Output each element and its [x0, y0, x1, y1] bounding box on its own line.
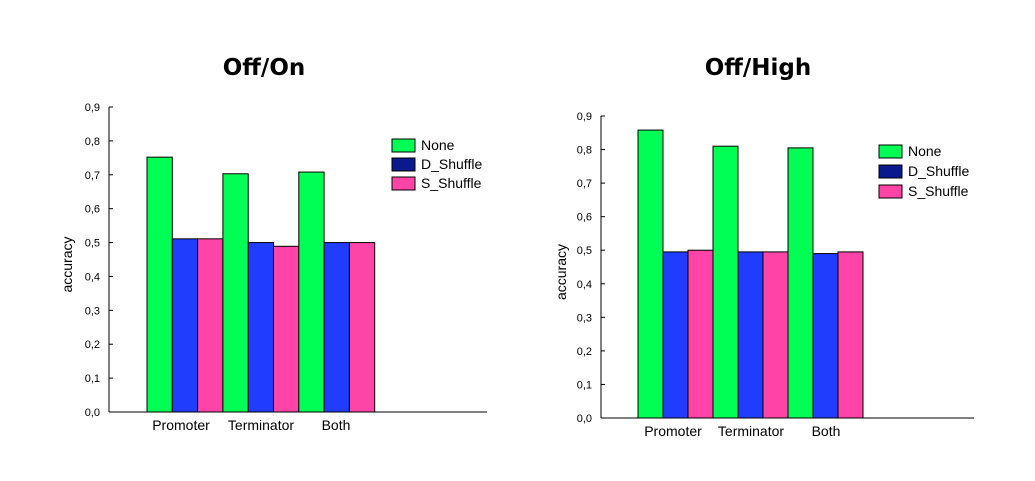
legend-label: D_Shuffle	[908, 163, 969, 179]
legend-label: S_Shuffle	[908, 183, 969, 199]
y-tick-label: 0,4	[577, 279, 592, 291]
y-tick-label: 0,5	[577, 245, 592, 257]
x-category-label: Both	[812, 423, 841, 439]
bar-s-shuffle-promoter	[687, 249, 714, 419]
legend-label: D_Shuffle	[421, 156, 482, 172]
bar-none-promoter	[637, 129, 664, 419]
bar-d-shuffle-both	[812, 253, 839, 419]
x-category-label: Terminator	[718, 423, 784, 439]
bar-none-both	[298, 171, 325, 413]
y-tick-label: 0,5	[85, 238, 100, 250]
chart-off-high: Off/High 0,0 0,1 0,2 0,3 0,4 0,5 0,6 0,7 0,8 0,9 ac…	[553, 55, 974, 439]
bar-d-shuffle-both	[323, 242, 350, 413]
y-tick-label: 0,6	[577, 212, 592, 224]
bar-none-both	[787, 147, 814, 419]
x-category-label: Promoter	[644, 423, 702, 439]
legend-label: S_Shuffle	[421, 175, 482, 191]
y-tick-label: 0,3	[85, 305, 100, 317]
chart-off-on: Off/On 0,0 0,1 0,2 0,3 0,4 0,5 0,6 0,7 0,8 0,9 accu…	[59, 55, 487, 433]
y-tick-label: 0,8	[577, 145, 592, 157]
y-axis-label: accuracy	[59, 236, 75, 292]
y-tick-label: 0,2	[85, 339, 100, 351]
legend-label: None	[421, 137, 455, 153]
x-category-label: Terminator	[228, 417, 294, 433]
bar-s-shuffle-terminator	[762, 251, 789, 419]
y-tick-label: 0,7	[577, 178, 592, 190]
bar-none-terminator	[712, 145, 739, 419]
y-tick-label: 0,0	[85, 407, 100, 419]
bar-s-shuffle-promoter	[197, 238, 224, 413]
bar-none-promoter	[146, 156, 173, 413]
chart-title: Off/High	[705, 55, 812, 81]
x-category-label: Both	[322, 417, 351, 433]
y-tick-label: 0,7	[85, 170, 100, 182]
legend-swatch	[391, 176, 416, 191]
y-tick-label: 0,4	[85, 271, 100, 283]
y-tick-label: 0,9	[577, 111, 592, 123]
bar-d-shuffle-terminator	[247, 242, 274, 413]
bar-s-shuffle-terminator	[273, 245, 300, 413]
x-category-label: Promoter	[152, 417, 210, 433]
y-tick-label: 0,2	[577, 346, 592, 358]
chart-title: Off/On	[223, 55, 306, 81]
bar-d-shuffle-promoter	[171, 238, 199, 413]
y-tick-label: 0,1	[577, 379, 592, 391]
y-tick-label: 0,1	[85, 373, 100, 385]
legend-swatch	[878, 164, 903, 179]
bar-s-shuffle-both	[348, 242, 376, 413]
bar-none-terminator	[222, 173, 249, 413]
bar-s-shuffle-both	[837, 251, 864, 419]
y-tick-label: 0,3	[577, 312, 592, 324]
bar-d-shuffle-terminator	[737, 251, 764, 419]
y-tick-label: 0,8	[85, 136, 100, 148]
legend-label: None	[908, 143, 942, 159]
y-tick-label: 0,9	[85, 102, 100, 114]
legend-swatch	[391, 138, 416, 153]
legend-swatch	[878, 184, 903, 199]
bar-d-shuffle-promoter	[662, 251, 689, 419]
y-tick-label: 0,0	[577, 413, 592, 425]
legend-swatch	[391, 157, 416, 172]
y-tick-label: 0,6	[85, 204, 100, 216]
y-axis-label: accuracy	[553, 244, 569, 300]
legend-swatch	[878, 144, 903, 159]
